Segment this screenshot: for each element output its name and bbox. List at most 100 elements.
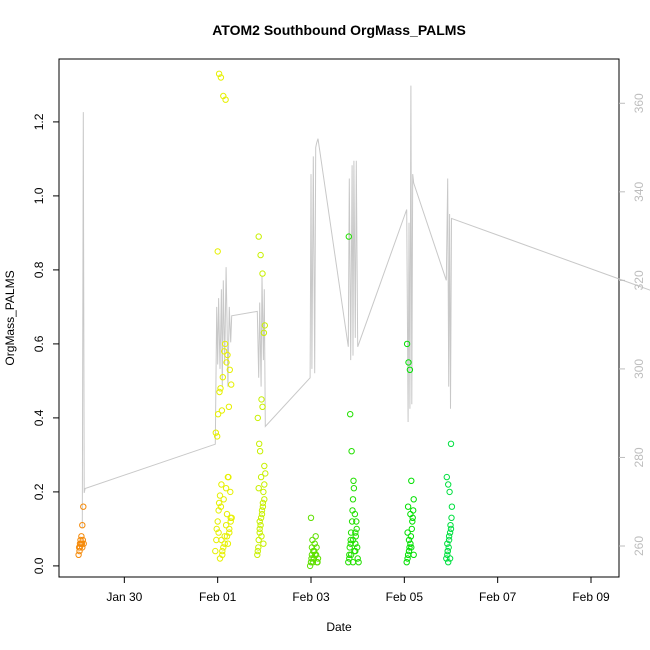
x-tick-label: Feb 05 bbox=[386, 590, 424, 604]
data-point bbox=[221, 533, 228, 540]
data-point bbox=[306, 562, 314, 570]
data-point bbox=[218, 481, 225, 488]
data-point bbox=[257, 473, 265, 481]
data-point bbox=[447, 440, 455, 447]
data-point bbox=[349, 536, 357, 544]
data-point bbox=[410, 507, 417, 514]
y-axis-label: OrgMass_PALMS bbox=[3, 270, 17, 365]
data-point bbox=[219, 374, 227, 381]
data-point bbox=[345, 233, 352, 240]
data-point bbox=[403, 559, 410, 566]
data-point bbox=[444, 540, 451, 547]
data-point bbox=[259, 503, 267, 510]
data-point bbox=[221, 540, 228, 547]
data-point bbox=[345, 559, 352, 566]
data-point bbox=[403, 340, 411, 348]
data-point bbox=[254, 551, 261, 558]
data-point bbox=[214, 433, 221, 440]
data-point bbox=[223, 359, 230, 366]
data-point bbox=[407, 540, 414, 547]
data-point bbox=[347, 536, 354, 544]
data-point bbox=[314, 559, 321, 566]
data-point bbox=[312, 533, 319, 540]
data-point bbox=[352, 529, 359, 536]
y-tick-label: 1.0 bbox=[32, 187, 46, 204]
data-point bbox=[220, 544, 227, 551]
data-point bbox=[260, 329, 268, 336]
data-point bbox=[408, 525, 415, 533]
x-tick-label: Feb 09 bbox=[572, 590, 610, 604]
data-point bbox=[224, 540, 232, 547]
data-point bbox=[222, 485, 230, 492]
data-point bbox=[406, 366, 414, 373]
data-point bbox=[347, 551, 355, 558]
data-point bbox=[355, 559, 362, 566]
data-point bbox=[447, 522, 454, 529]
data-point bbox=[407, 510, 414, 518]
data-point bbox=[447, 525, 455, 533]
data-point bbox=[216, 492, 224, 499]
data-point bbox=[346, 544, 353, 551]
data-point bbox=[78, 533, 85, 540]
series-5 bbox=[403, 340, 417, 566]
data-point bbox=[410, 551, 417, 558]
data-point bbox=[221, 340, 229, 348]
data-point bbox=[408, 544, 415, 551]
y2-tick-label: 260 bbox=[632, 536, 646, 556]
data-point bbox=[256, 448, 264, 455]
data-point bbox=[215, 70, 223, 78]
data-point bbox=[448, 503, 456, 510]
x-tick-label: Feb 07 bbox=[479, 590, 517, 604]
data-point bbox=[79, 522, 86, 529]
data-point bbox=[354, 555, 361, 562]
data-point bbox=[228, 381, 235, 388]
data-point bbox=[217, 385, 224, 392]
data-point bbox=[256, 529, 263, 536]
data-point bbox=[445, 481, 452, 488]
data-point bbox=[347, 411, 354, 418]
data-point bbox=[257, 514, 265, 521]
data-point bbox=[446, 529, 454, 536]
data-point bbox=[445, 536, 453, 544]
data-point bbox=[222, 522, 230, 529]
data-point bbox=[354, 544, 361, 551]
data-point bbox=[216, 388, 223, 396]
data-point bbox=[444, 547, 451, 555]
data-point bbox=[254, 414, 261, 422]
x-axis: Jan 30 Feb 01 Feb 03 Feb 05 Feb 07 Feb 09 bbox=[106, 577, 610, 604]
data-point bbox=[307, 514, 315, 521]
data-point bbox=[226, 525, 233, 533]
chart-title: ATOM2 Southbound OrgMass_PALMS bbox=[212, 22, 466, 38]
data-point bbox=[258, 533, 265, 540]
data-point bbox=[258, 510, 266, 518]
data-point bbox=[215, 499, 223, 507]
data-point bbox=[219, 547, 226, 555]
data-point bbox=[255, 485, 262, 492]
data-point bbox=[218, 536, 225, 544]
y2-axis: 260 280 300 320 340 360 bbox=[619, 93, 646, 556]
data-point bbox=[226, 366, 234, 373]
data-point bbox=[352, 547, 359, 555]
x-axis-label: Date bbox=[326, 620, 352, 634]
data-point bbox=[223, 510, 231, 518]
data-point bbox=[77, 536, 84, 544]
data-point bbox=[262, 470, 269, 477]
y2-tick-label: 360 bbox=[632, 93, 646, 113]
data-point bbox=[405, 359, 412, 366]
data-point bbox=[259, 499, 267, 507]
data-point bbox=[259, 403, 266, 410]
data-point bbox=[349, 559, 357, 566]
data-point bbox=[351, 510, 359, 518]
data-point bbox=[347, 529, 355, 536]
data-point bbox=[227, 488, 234, 496]
data-point bbox=[408, 477, 415, 484]
y2-tick-label: 280 bbox=[632, 447, 646, 467]
data-point bbox=[261, 462, 268, 470]
data-point bbox=[258, 507, 266, 514]
data-point bbox=[261, 496, 268, 503]
data-point bbox=[310, 555, 317, 562]
y-axis: 0.0 0.2 0.4 0.6 0.8 1.0 1.2 bbox=[32, 113, 59, 574]
data-point bbox=[258, 396, 265, 403]
y-tick-label: 0.8 bbox=[32, 261, 46, 278]
data-point bbox=[309, 559, 317, 566]
